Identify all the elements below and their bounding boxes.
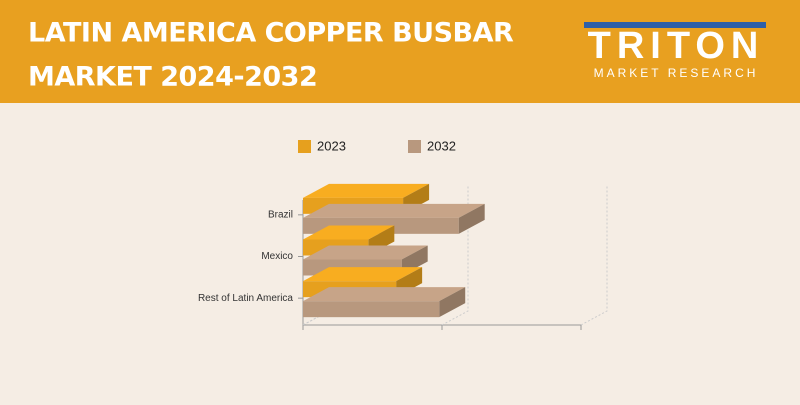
legend-swatch: [408, 140, 421, 153]
legend-label: 2032: [427, 138, 456, 153]
logo-bar: [584, 22, 766, 28]
legend-label: 2023: [317, 138, 346, 153]
logo-name: TRITON: [588, 25, 765, 67]
y-tick-label: Brazil: [268, 209, 293, 220]
bar-top: [303, 287, 466, 302]
bar-group: [303, 287, 466, 318]
bar-top: [303, 245, 428, 260]
bar-top: [303, 267, 423, 282]
bar-top: [303, 225, 395, 240]
legend-swatch: [298, 140, 311, 153]
title-line: LATIN AMERICA COPPER BUSBAR: [28, 18, 514, 49]
y-tick-label: Rest of Latin America: [198, 293, 293, 304]
grid-line: [580, 186, 608, 326]
bar-side: [458, 203, 485, 234]
bar-side: [439, 287, 466, 318]
y-tick-label: Mexico: [261, 251, 293, 262]
logo-tagline: MARKET RESEARCH: [594, 66, 759, 80]
header-band: [0, 0, 800, 103]
bar-top: [303, 183, 430, 198]
title-line: MARKET 2024-2032: [28, 62, 317, 93]
bar-top: [303, 203, 485, 218]
bar: [303, 301, 440, 318]
